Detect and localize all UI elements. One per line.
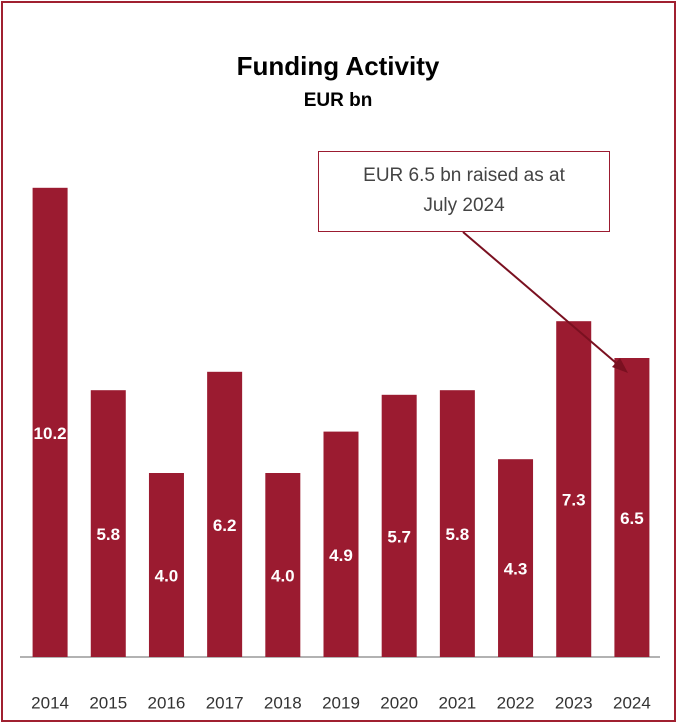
value-label: 5.7 (387, 527, 411, 546)
bar (207, 371, 243, 657)
x-tick-label: 2023 (555, 693, 593, 712)
value-label: 4.9 (329, 546, 353, 565)
x-tick-label: 2024 (613, 693, 651, 712)
x-tick-label: 2022 (497, 693, 535, 712)
value-label: 6.5 (620, 509, 644, 528)
annotation-arrow (462, 231, 623, 369)
value-label: 5.8 (446, 525, 470, 544)
x-tick-label: 2014 (31, 693, 69, 712)
x-tick-label: 2016 (148, 693, 186, 712)
value-label: 4.0 (271, 566, 295, 585)
annotation: EUR 6.5 bn raised as at July 2024 (318, 151, 610, 232)
bar (614, 358, 650, 657)
x-tick-label: 2015 (89, 693, 127, 712)
bar (148, 473, 184, 657)
chart-subtitle: EUR bn (304, 90, 373, 111)
x-tick-label: 2019 (322, 693, 360, 712)
chart-title: Funding Activity (237, 51, 440, 81)
bar (265, 473, 301, 657)
bar (498, 459, 534, 657)
value-label: 10.2 (34, 424, 67, 443)
value-label: 7.3 (562, 491, 586, 510)
value-label: 4.0 (155, 566, 179, 585)
bar (32, 187, 68, 658)
x-tick-label: 2021 (438, 693, 476, 712)
x-tick-label: 2020 (380, 693, 418, 712)
bar (381, 394, 417, 657)
bar (323, 431, 359, 657)
value-label: 5.8 (96, 525, 120, 544)
arrow-head (612, 358, 628, 373)
bar (90, 390, 126, 657)
bar (439, 390, 475, 657)
x-tick-label: 2018 (264, 693, 302, 712)
bar (556, 321, 592, 657)
value-label: 6.2 (213, 516, 237, 535)
x-tick-label: 2017 (206, 693, 244, 712)
value-label: 4.3 (504, 560, 528, 579)
